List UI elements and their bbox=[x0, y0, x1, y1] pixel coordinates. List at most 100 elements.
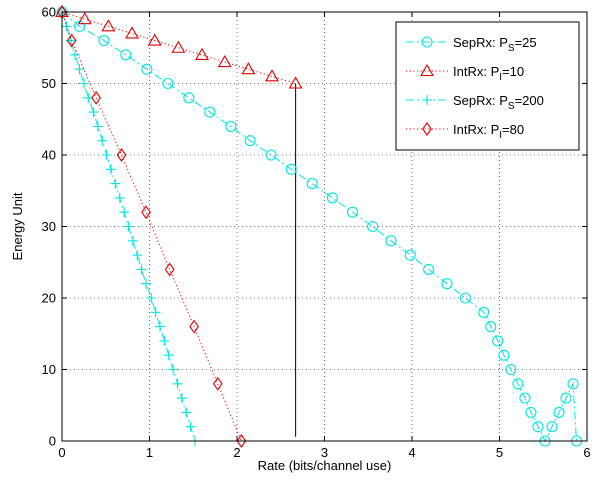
data-point-circle bbox=[519, 392, 531, 404]
legend-label-value: =80 bbox=[502, 122, 524, 137]
data-point-circle bbox=[553, 406, 565, 418]
y-tick-label: 40 bbox=[42, 148, 56, 163]
data-point-triangle bbox=[77, 12, 92, 25]
series-4 bbox=[57, 5, 247, 448]
y-tick-label: 20 bbox=[42, 291, 56, 306]
legend-label-main: IntRx: P bbox=[453, 122, 499, 137]
data-point-diamond bbox=[91, 90, 101, 105]
series-2 bbox=[55, 4, 303, 89]
data-point-circle bbox=[404, 249, 416, 261]
data-point-diamond bbox=[141, 205, 151, 220]
data-point-triangle bbox=[241, 62, 256, 75]
legend-label-main: IntRx: P bbox=[453, 64, 499, 79]
data-point-diamond bbox=[189, 319, 199, 334]
data-point-circle bbox=[367, 220, 379, 233]
legend-label-main: SepRx: P bbox=[453, 93, 508, 108]
data-point-plus bbox=[106, 164, 116, 175]
data-point-circle bbox=[265, 149, 277, 161]
legend-label-value: =25 bbox=[515, 35, 537, 50]
data-point-circle bbox=[441, 278, 453, 290]
x-tick-label: 5 bbox=[496, 445, 503, 460]
x-tick-label: 4 bbox=[408, 445, 415, 460]
data-point-triangle bbox=[195, 47, 209, 60]
data-point-triangle bbox=[101, 19, 116, 32]
data-point-diamond bbox=[422, 122, 432, 136]
data-point-plus bbox=[114, 192, 125, 203]
data-point-circle bbox=[485, 321, 497, 333]
series-line bbox=[61, 11, 296, 84]
x-tick-label: 1 bbox=[146, 445, 153, 460]
data-point-plus bbox=[163, 350, 174, 361]
data-point-circle bbox=[385, 235, 397, 247]
data-point-plus bbox=[172, 378, 183, 389]
data-point-triangle bbox=[125, 26, 139, 39]
data-point-circle bbox=[478, 306, 490, 318]
legend-label-subscript: S bbox=[508, 101, 515, 112]
data-point-circle bbox=[525, 406, 537, 418]
data-point-plus bbox=[176, 393, 187, 404]
data-point-circle bbox=[505, 363, 517, 376]
data-point-plus bbox=[92, 121, 103, 132]
data-point-plus bbox=[168, 364, 179, 375]
data-point-plus bbox=[132, 250, 143, 261]
data-point-plus bbox=[422, 95, 432, 105]
legend-label: SepRx: PS=25 bbox=[453, 35, 537, 54]
data-point-plus bbox=[150, 307, 161, 318]
data-point-triangle bbox=[288, 76, 303, 89]
legend-label: SepRx: PS=200 bbox=[453, 93, 544, 112]
data-point-plus bbox=[127, 235, 138, 246]
x-tick-label: 0 bbox=[58, 445, 65, 460]
series-line bbox=[61, 11, 577, 443]
data-point-triangle bbox=[147, 33, 162, 46]
data-point-circle bbox=[346, 206, 359, 218]
data-point-diamond bbox=[236, 434, 247, 448]
data-point-plus bbox=[88, 107, 99, 118]
data-point-plus bbox=[119, 207, 130, 218]
y-tick-label: 60 bbox=[42, 5, 56, 20]
data-point-diamond bbox=[212, 376, 223, 391]
data-point-plus bbox=[74, 64, 85, 75]
data-point-plus bbox=[97, 135, 108, 146]
data-point-circle bbox=[423, 263, 435, 275]
data-point-plus bbox=[110, 178, 121, 189]
legend-entry: SepRx: PS=200 bbox=[406, 93, 544, 112]
series-1 bbox=[56, 6, 583, 447]
y-tick-label: 30 bbox=[42, 219, 56, 234]
data-point-circle bbox=[532, 421, 544, 433]
x-axis-label: Rate (bits/channel use) bbox=[258, 458, 392, 473]
data-point-circle bbox=[560, 392, 572, 404]
data-point-triangle bbox=[217, 54, 232, 68]
data-point-circle bbox=[567, 378, 579, 390]
y-tick-label: 50 bbox=[42, 76, 56, 91]
data-point-plus bbox=[123, 221, 134, 232]
data-point-diamond bbox=[164, 262, 175, 277]
data-point-plus bbox=[70, 49, 81, 60]
data-point-circle bbox=[120, 49, 132, 61]
data-point-triangle bbox=[171, 40, 186, 53]
data-point-plus bbox=[181, 407, 192, 418]
data-point-diamond bbox=[116, 148, 127, 162]
data-point-circle bbox=[141, 63, 153, 75]
data-point-plus bbox=[146, 293, 157, 303]
legend-entry: SepRx: PS=25 bbox=[406, 35, 537, 54]
legend-label: IntRx: PI=10 bbox=[453, 64, 524, 83]
x-tick-label: 3 bbox=[321, 445, 328, 460]
legend-label-subscript: I bbox=[499, 130, 502, 141]
y-tick-label: 10 bbox=[42, 362, 56, 377]
data-point-plus bbox=[155, 321, 165, 332]
data-point-circle bbox=[225, 120, 237, 132]
data-point-circle bbox=[183, 92, 195, 104]
data-point-plus bbox=[141, 278, 151, 289]
legend-label-subscript: I bbox=[499, 72, 502, 83]
legend-box bbox=[395, 21, 580, 151]
y-tick-label: 0 bbox=[49, 434, 56, 449]
legend-entry: IntRx: PI=10 bbox=[406, 63, 524, 83]
data-point-plus bbox=[101, 150, 112, 160]
data-point-plus bbox=[136, 264, 147, 275]
data-point-circle bbox=[306, 178, 318, 190]
legend-label: IntRx: PI=80 bbox=[453, 122, 524, 141]
data-point-plus bbox=[185, 421, 196, 432]
